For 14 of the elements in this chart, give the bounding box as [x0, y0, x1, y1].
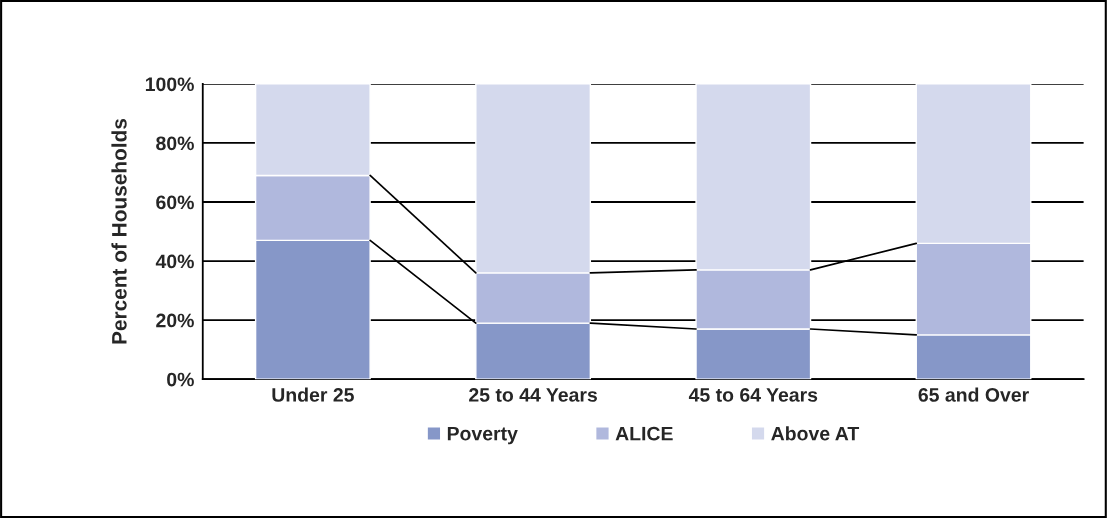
y-axis-title: Percent of Households [111, 118, 127, 344]
y-tick-label: 40% [155, 254, 194, 269]
x-tick-label: 65 and Over [918, 387, 1029, 402]
y-tick-label: 100% [145, 77, 194, 92]
legend-label: ALICE [615, 426, 673, 441]
y-tick-label: 60% [156, 195, 194, 210]
y-tick-label: 20% [156, 313, 194, 328]
legend-label: Poverty [447, 426, 518, 445]
x-tick-label: 45 to 64 Years [688, 388, 818, 402]
legend-label: Above AT [771, 426, 860, 441]
x-tick-label: 25 to 44 Years [469, 388, 597, 402]
x-tick-label: Under 25 [272, 387, 354, 402]
y-tick-label: 0% [167, 372, 194, 387]
y-tick-label: 80% [156, 136, 194, 151]
